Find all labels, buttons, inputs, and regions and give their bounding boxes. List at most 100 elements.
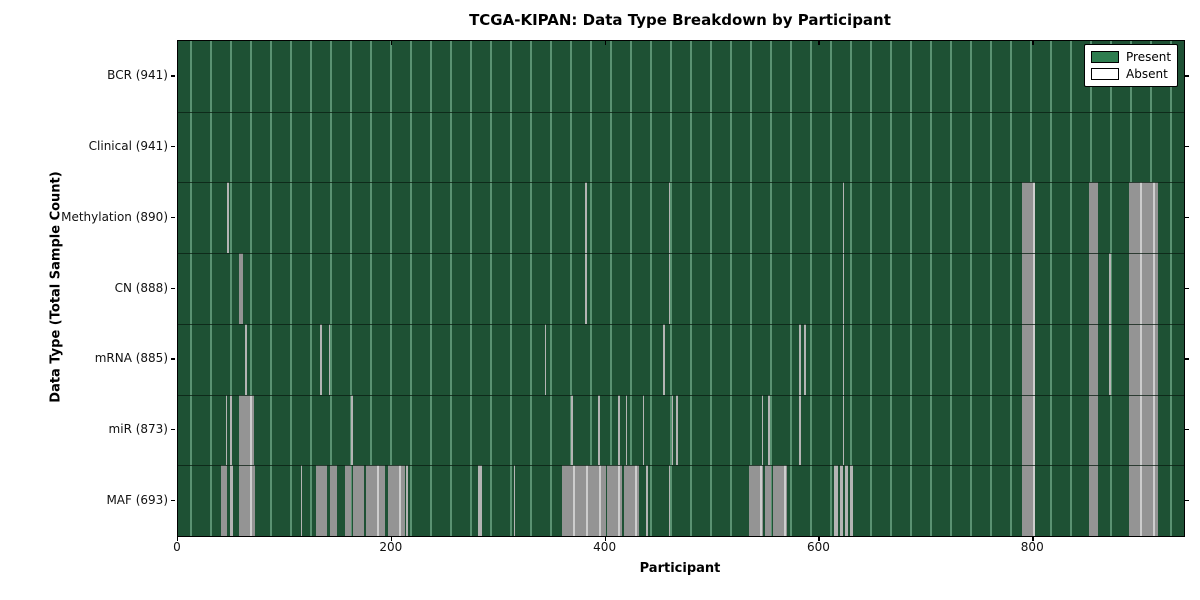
y-tick-mark <box>171 428 175 431</box>
absent-segment-Methylation <box>1021 182 1036 254</box>
x-tick-label-800: 800 <box>1020 540 1044 554</box>
legend: Present Absent <box>1084 44 1178 87</box>
y-tick-label-Clinical: Clinical (941) <box>88 139 168 154</box>
x-tick-mark-top <box>177 41 179 45</box>
x-tick-label-200: 200 <box>379 540 403 554</box>
absent-segment-MAF <box>315 465 327 536</box>
absent-swatch-icon <box>1091 68 1119 80</box>
absent-segment-Methylation <box>1088 182 1099 254</box>
absent-segment-MAF <box>850 465 853 536</box>
legend-entry-absent: Absent <box>1091 67 1171 81</box>
absent-segment-MAF <box>238 465 255 536</box>
x-tick-mark-bottom <box>818 537 820 541</box>
absent-segment-MAF <box>366 465 386 536</box>
absent-segment-CN <box>842 253 845 324</box>
absent-segment-miR <box>761 394 764 466</box>
absent-segment-miR <box>226 394 228 466</box>
absent-segment-MAF <box>478 465 482 536</box>
absent-segment-MAF <box>405 465 408 536</box>
absent-segment-MAF <box>1129 465 1159 536</box>
row-separator <box>178 465 1184 467</box>
y-tick-mark <box>171 146 175 148</box>
plot-area <box>177 40 1185 537</box>
absent-segment-mRNA <box>544 323 547 395</box>
legend-label-present: Present <box>1126 50 1172 64</box>
y-tick-mark <box>171 75 175 77</box>
absent-segment-Methylation <box>1129 182 1159 254</box>
absent-segment-mRNA <box>1088 323 1099 395</box>
row-separator <box>178 394 1184 396</box>
row-separator <box>178 253 1184 255</box>
y-tick-mark <box>1185 499 1189 502</box>
absent-segment-miR <box>230 394 232 466</box>
x-tick-mark-top <box>390 41 393 45</box>
absent-segment-miR <box>643 394 645 466</box>
absent-segment-miR <box>1021 394 1036 466</box>
absent-segment-CN <box>238 253 244 324</box>
absent-segment-MAF <box>839 465 843 536</box>
absent-segment-CN <box>1088 253 1099 324</box>
absent-segment-MAF <box>220 465 228 536</box>
absent-segment-mRNA <box>320 323 322 395</box>
y-tick-mark <box>171 287 175 289</box>
x-tick-mark-bottom <box>1032 537 1034 541</box>
x-tick-mark-bottom <box>390 537 393 541</box>
absent-segment-MAF <box>623 465 639 536</box>
absent-segment-MAF <box>344 465 352 536</box>
absent-segment-mRNA <box>245 323 247 395</box>
y-tick-mark <box>171 499 175 502</box>
absent-segment-MAF <box>561 465 606 536</box>
absent-segment-MAF <box>646 465 648 536</box>
absent-segment-Methylation <box>668 182 671 254</box>
absent-segment-CN <box>1129 253 1159 324</box>
x-tick-label-400: 400 <box>593 540 617 554</box>
y-tick-mark <box>1185 146 1189 148</box>
x-tick-label-0: 0 <box>173 540 181 554</box>
absent-segment-mRNA <box>1021 323 1036 395</box>
y-tick-mark <box>1185 287 1189 289</box>
y-tick-label-CN: CN (888) <box>114 280 168 295</box>
absent-segment-miR <box>799 394 801 466</box>
y-tick-label-MAF: MAF (693) <box>106 492 168 507</box>
x-tick-label-600: 600 <box>806 540 830 554</box>
absent-segment-MAF <box>230 465 233 536</box>
absent-segment-Methylation <box>227 182 229 254</box>
absent-segment-CN <box>1021 253 1036 324</box>
y-tick-mark <box>1185 75 1189 77</box>
absent-segment-mRNA <box>328 323 331 395</box>
absent-segment-miR <box>1129 394 1159 466</box>
absent-segment-miR <box>238 394 254 466</box>
absent-segment-MAF <box>773 465 788 536</box>
absent-segment-miR <box>351 394 353 466</box>
absent-segment-miR <box>625 394 628 466</box>
absent-segment-miR <box>676 394 678 466</box>
absent-segment-CN <box>1109 253 1111 324</box>
absent-segment-miR <box>768 394 770 466</box>
x-tick-mark-top <box>604 41 607 45</box>
absent-segment-MAF <box>845 465 849 536</box>
absent-segment-MAF <box>513 465 516 536</box>
absent-segment-mRNA <box>804 323 806 395</box>
absent-segment-MAF <box>748 465 763 536</box>
absent-segment-MAF <box>353 465 365 536</box>
y-tick-label-miR: miR (873) <box>108 421 168 436</box>
absent-segment-mRNA <box>1129 323 1159 395</box>
absent-segment-miR <box>842 394 845 466</box>
absent-segment-MAF <box>1088 465 1099 536</box>
x-tick-mark-bottom <box>177 537 179 541</box>
absent-segment-mRNA <box>842 323 845 395</box>
y-tick-label-Methylation: Methylation (890) <box>61 209 168 224</box>
y-tick-label-mRNA: mRNA (885) <box>94 351 168 366</box>
legend-label-absent: Absent <box>1126 67 1168 81</box>
y-tick-label-BCR: BCR (941) <box>107 68 168 83</box>
absent-segment-miR <box>598 394 600 466</box>
x-tick-mark-bottom <box>604 537 607 541</box>
absent-segment-miR <box>1088 394 1099 466</box>
row-separator <box>178 182 1184 184</box>
row-separator <box>178 323 1184 325</box>
absent-segment-miR <box>618 394 620 466</box>
absent-segment-mRNA <box>663 323 666 395</box>
row-separator <box>178 111 1184 113</box>
y-tick-mark <box>1185 216 1189 219</box>
